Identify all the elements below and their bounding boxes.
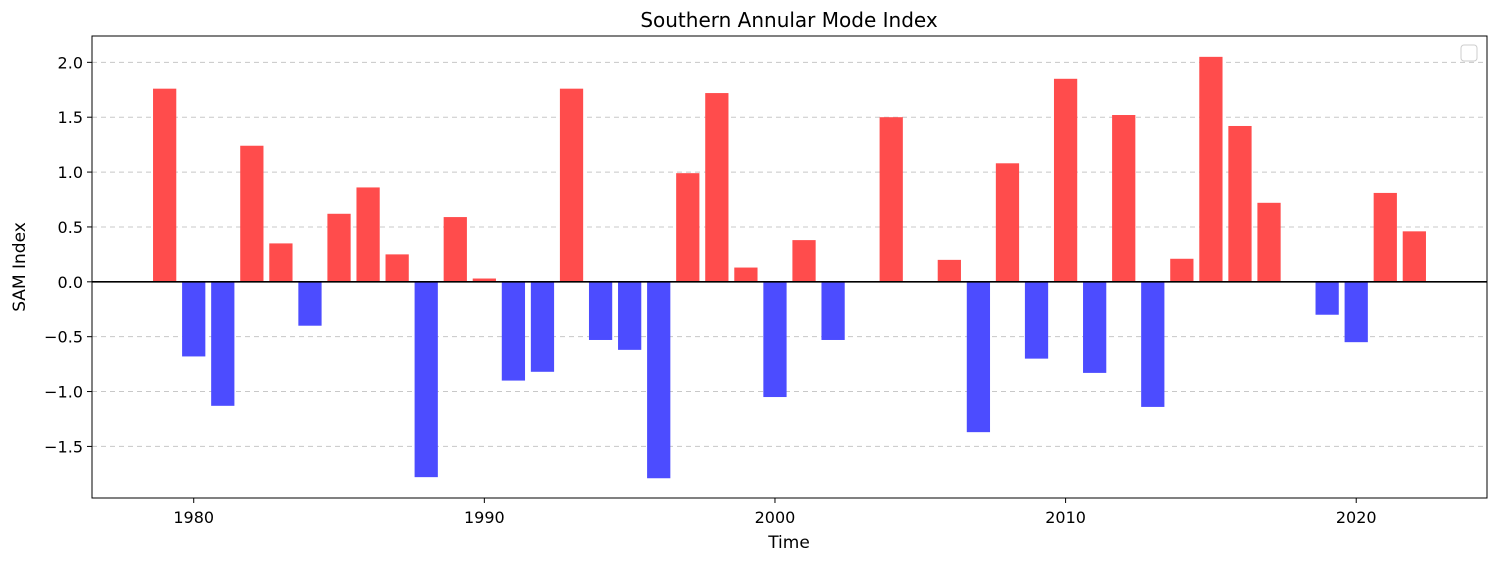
bar-2007 xyxy=(966,281,991,433)
bar-2017 xyxy=(1257,202,1281,282)
bar-2001 xyxy=(792,240,816,282)
bar-2010 xyxy=(1053,78,1078,282)
bar-1980 xyxy=(182,281,206,357)
bar-1979 xyxy=(153,88,177,282)
bar-2006 xyxy=(937,259,961,282)
x-ticks: 1980 1990 2000 2010 2020 xyxy=(173,498,1377,527)
bar-1987 xyxy=(385,254,409,282)
y-tick-label: 1.0 xyxy=(58,163,83,182)
bar-1984 xyxy=(298,281,322,326)
bar-1989 xyxy=(443,217,467,282)
bar-2012 xyxy=(1112,115,1136,282)
bar-2011 xyxy=(1083,281,1107,373)
bar-1985 xyxy=(327,213,351,282)
bar-2020 xyxy=(1344,281,1368,343)
y-tick-label: 2.0 xyxy=(58,53,83,72)
bar-2004 xyxy=(879,117,903,282)
bar-2002 xyxy=(821,281,845,340)
bar-1983 xyxy=(269,243,293,282)
bar-1997 xyxy=(676,173,700,282)
bar-1982 xyxy=(240,145,264,282)
y-axis-label: SAM Index xyxy=(10,222,30,312)
bar-2009 xyxy=(1024,281,1049,359)
bar-2019 xyxy=(1315,281,1339,315)
bar-1991 xyxy=(501,281,526,381)
x-axis-label: Time xyxy=(767,533,810,553)
x-tick-label: 1990 xyxy=(464,508,505,527)
bar-1996 xyxy=(647,281,671,479)
y-tick-label: −0.5 xyxy=(44,328,83,347)
bar-2021 xyxy=(1373,192,1397,282)
y-tick-label: −1.0 xyxy=(44,383,83,402)
x-tick-label: 1980 xyxy=(173,508,214,527)
bar-1981 xyxy=(211,281,235,406)
bar-1988 xyxy=(414,281,438,478)
bars xyxy=(153,56,1426,479)
bar-2014 xyxy=(1170,258,1194,282)
plot-frame xyxy=(91,35,1488,499)
bar-2022 xyxy=(1402,231,1426,282)
bar-2008 xyxy=(995,163,1020,282)
bar-1993 xyxy=(559,88,584,282)
y-ticks: −1.5 −1.0 −0.5 0.0 0.5 1.0 1.5 2.0 xyxy=(44,53,92,456)
bar-1994 xyxy=(588,281,613,340)
x-tick-label: 2020 xyxy=(1336,508,1377,527)
bar-1995 xyxy=(618,281,642,350)
bar-1998 xyxy=(705,93,729,282)
y-tick-label: 0.5 xyxy=(58,218,83,237)
bar-2000 xyxy=(763,281,787,398)
y-tick-label: −1.5 xyxy=(44,437,83,456)
bar-2013 xyxy=(1141,281,1165,407)
bar-1986 xyxy=(356,187,380,282)
bar-2015 xyxy=(1199,56,1223,282)
y-tick-label: 1.5 xyxy=(58,108,83,127)
bar-1999 xyxy=(734,267,758,282)
bar-2016 xyxy=(1228,125,1252,282)
x-tick-label: 2010 xyxy=(1045,508,1086,527)
y-tick-label: 0.0 xyxy=(58,273,83,292)
legend-box xyxy=(1460,44,1478,62)
bar-1990 xyxy=(472,278,496,282)
bar-1992 xyxy=(530,281,555,372)
x-tick-label: 2000 xyxy=(755,508,796,527)
chart-title: Southern Annular Mode Index xyxy=(640,8,938,32)
